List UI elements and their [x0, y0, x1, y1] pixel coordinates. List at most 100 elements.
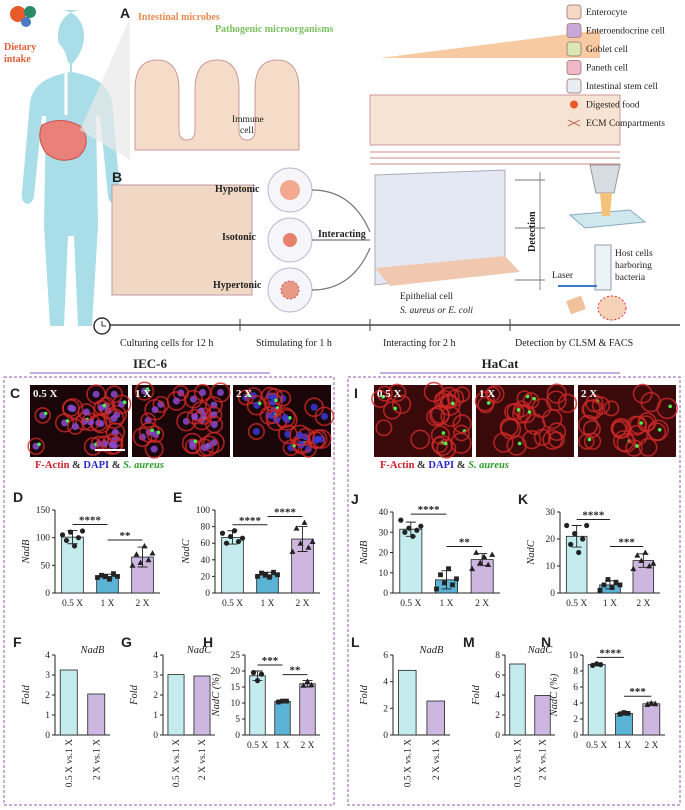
- y-axis-label: Fold: [359, 684, 370, 706]
- data-point: [454, 576, 459, 582]
- body: [21, 10, 121, 326]
- panel-label: B: [112, 169, 122, 185]
- cell-outline: [198, 435, 220, 457]
- label: harboring: [615, 261, 652, 271]
- nucleus: [92, 390, 100, 398]
- cell-outline: [246, 395, 268, 416]
- data-point: [79, 528, 86, 534]
- bacterium: [587, 437, 592, 442]
- nucleus: [110, 390, 118, 398]
- y-axis-label: NadC (%): [211, 673, 222, 717]
- intestine: [39, 120, 87, 161]
- nucleus: [252, 427, 260, 435]
- label: Isotonic: [222, 232, 256, 243]
- stain-caption: F-Actin & DAPI & S. aureus: [380, 460, 509, 471]
- data-point: [75, 535, 82, 541]
- cell-outline: [441, 393, 458, 410]
- bar: [615, 713, 633, 736]
- stain-caption-part: F-Actin: [35, 460, 70, 471]
- data-point: [642, 549, 649, 555]
- label: Intestinal microbes: [138, 12, 220, 23]
- y-tick-label: 20: [379, 549, 389, 559]
- cell-outline: [210, 382, 231, 403]
- cell-outline: [603, 400, 620, 417]
- data-point: [255, 574, 260, 579]
- data-point: [133, 551, 140, 557]
- panel-label: I: [354, 385, 358, 401]
- cell-outline: [506, 402, 525, 421]
- cell-outline: [474, 391, 495, 412]
- bacterium: [156, 430, 161, 435]
- bacterium: [527, 410, 532, 414]
- label: Epithelial cell: [400, 292, 453, 302]
- cell-outline: [376, 385, 393, 402]
- data-point: [481, 553, 488, 559]
- cell-outline: [430, 425, 451, 445]
- data-point: [450, 582, 455, 588]
- y-tick-label: 4: [383, 678, 388, 688]
- cell-outline: [27, 437, 45, 455]
- stain-caption-part: F-Actin: [380, 460, 415, 471]
- y-tick-label: 5: [235, 715, 240, 725]
- data-point: [568, 541, 574, 548]
- bacterium: [193, 439, 198, 444]
- panel-label: H: [203, 634, 213, 650]
- villi: [134, 59, 300, 151]
- y-tick-label: 0: [205, 589, 210, 599]
- y-tick-label: 0: [383, 589, 388, 599]
- diagram: A B Dietary intake Intestinal microbes P…: [3, 5, 681, 806]
- x-tick-label: 0.5 X: [586, 741, 607, 751]
- microscope: [589, 164, 621, 194]
- data-point: [297, 540, 304, 546]
- cell-outline: [181, 432, 203, 454]
- stain-caption-part: DAPI: [428, 460, 454, 471]
- data-point: [418, 523, 424, 529]
- nucleus: [296, 431, 304, 439]
- y-tick-label: 0: [45, 589, 50, 599]
- data-point: [145, 556, 152, 563]
- panel-label: M: [463, 634, 475, 650]
- x-tick-label: 1 X: [440, 599, 454, 609]
- significance-label: ***: [618, 537, 635, 549]
- data-point: [276, 699, 281, 705]
- bar: [398, 669, 417, 736]
- significance-label: ****: [599, 647, 622, 659]
- cell-outline: [647, 419, 669, 441]
- data-point: [634, 552, 641, 558]
- cell-outline: [34, 407, 51, 424]
- data-point: [63, 537, 70, 544]
- x-tick-label: 2 X: [644, 741, 658, 751]
- panel-label: E: [173, 489, 182, 505]
- cell-outline: [307, 431, 326, 450]
- y-tick-label: 0: [383, 731, 388, 741]
- bacterium: [639, 421, 643, 425]
- panel-label: K: [518, 491, 528, 507]
- bar: [167, 674, 185, 736]
- cell-outline: [146, 425, 165, 444]
- bacterium: [486, 401, 491, 405]
- legend-icon: [566, 78, 582, 94]
- y-tick-label: 0: [45, 731, 50, 741]
- data-point: [609, 585, 615, 590]
- bar: [193, 675, 211, 736]
- y-tick-label: 2: [383, 704, 388, 714]
- data-point: [584, 522, 590, 529]
- data-point: [227, 533, 234, 540]
- y-tick-label: 8: [573, 667, 578, 677]
- data-point: [398, 517, 404, 523]
- stain-caption-part: S. aureus: [468, 460, 509, 471]
- x-tick-label: 1 X: [261, 599, 275, 609]
- data-point: [308, 681, 315, 688]
- significance-label: ****: [582, 510, 605, 522]
- bar-chart: G 0 1 2 3 4 Fold NadC 0.5 X vs.1 X 2 X vs.1 X: [121, 634, 215, 787]
- legend-label: Paneth cell: [586, 64, 628, 74]
- cell-outline: [93, 399, 110, 416]
- y-tick-label: 20: [546, 535, 556, 545]
- cell-outline: [410, 429, 431, 450]
- chart-title: NadC: [186, 645, 213, 656]
- nucleus: [82, 408, 90, 416]
